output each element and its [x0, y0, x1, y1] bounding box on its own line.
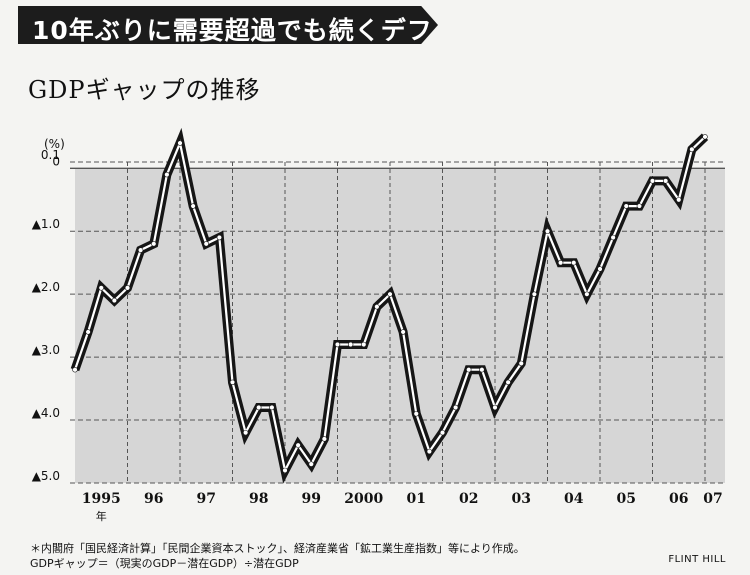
y-tick-label: ▲5.0 [32, 469, 60, 483]
x-tick-label: 07 [703, 491, 722, 507]
data-point [308, 461, 314, 467]
data-point [229, 379, 236, 385]
data-point [321, 436, 328, 442]
data-point [702, 134, 708, 140]
data-point [282, 467, 288, 474]
x-tick-label: 01 [407, 491, 426, 507]
data-point [557, 260, 564, 266]
data-point [111, 297, 118, 304]
x-tick-label: 03 [512, 491, 531, 507]
data-point [649, 178, 656, 184]
headline: 10年ぶりに需要超過でも続くデフレ [32, 16, 459, 45]
data-point [361, 341, 367, 348]
data-point [374, 304, 380, 310]
data-point [439, 429, 446, 436]
x-tick-label: 98 [249, 491, 268, 507]
y-tick-label: ▲1.0 [32, 217, 60, 231]
data-point [597, 266, 603, 272]
data-point [269, 404, 275, 411]
x-tick-label: 05 [617, 491, 636, 507]
y-tick-label: 0 [52, 154, 60, 168]
y-tick-label: ▲2.0 [32, 280, 60, 294]
x-tick-label: 02 [459, 491, 478, 507]
x-tick-label: 99 [302, 491, 321, 507]
data-point [256, 404, 262, 411]
data-point [584, 291, 590, 297]
data-point [610, 234, 616, 241]
data-point [295, 442, 301, 448]
data-point [177, 140, 183, 146]
data-point [98, 285, 104, 291]
data-point [137, 247, 144, 253]
data-point [689, 146, 695, 153]
data-point [571, 260, 577, 266]
data-point [518, 360, 524, 367]
data-point [413, 411, 419, 417]
data-point [190, 203, 196, 209]
data-point [85, 329, 91, 335]
data-point [151, 241, 157, 247]
credit: FLINT HILL [668, 554, 726, 565]
headline-banner: 10年ぶりに需要超過でも続くデフレ [18, 6, 438, 44]
data-point [544, 228, 551, 234]
data-point [505, 379, 511, 385]
data-point [479, 367, 485, 373]
y-tick-label: ▲4.0 [32, 406, 60, 420]
x-tick-label: 1995 [82, 491, 121, 507]
footnote-definition: GDPギャップ＝（現実のGDP－潜在GDP）÷潜在GDP [30, 557, 299, 570]
y-tick-label: 0.1 [41, 148, 60, 162]
data-point [216, 234, 223, 241]
data-point [72, 367, 78, 373]
data-point [203, 241, 209, 247]
data-point [636, 203, 643, 209]
data-point [400, 329, 406, 335]
data-point [676, 197, 682, 203]
data-point [164, 171, 170, 178]
x-tick-label: 06 [669, 491, 688, 507]
data-point [426, 448, 433, 455]
data-point [452, 404, 459, 411]
x-tick-label: 96 [144, 491, 163, 507]
chart-subtitle: GDPギャップの推移 [28, 76, 261, 104]
x-axis-suffix: 年 [96, 509, 107, 523]
data-point [334, 341, 341, 348]
footnote-source: ＊内閣府「国民経済計算」「民間企業資本ストック」、経済産業省「鉱工業生産指数」等… [30, 542, 525, 555]
data-point [387, 291, 393, 297]
footnote: ＊内閣府「国民経済計算」「民間企業資本ストック」、経済産業省「鉱工業生産指数」等… [30, 541, 525, 571]
data-point [662, 178, 669, 184]
data-point [347, 341, 354, 348]
data-point [466, 367, 472, 373]
data-point [623, 203, 629, 209]
x-tick-label: 2000 [344, 491, 383, 507]
x-tick-label: 04 [564, 491, 584, 507]
x-tick-label: 97 [197, 491, 216, 507]
data-point [492, 404, 498, 411]
data-point [124, 285, 131, 291]
y-axis-unit: (%) [44, 137, 65, 151]
data-point [242, 429, 249, 436]
y-tick-label: ▲3.0 [32, 343, 60, 357]
data-point [531, 291, 538, 297]
